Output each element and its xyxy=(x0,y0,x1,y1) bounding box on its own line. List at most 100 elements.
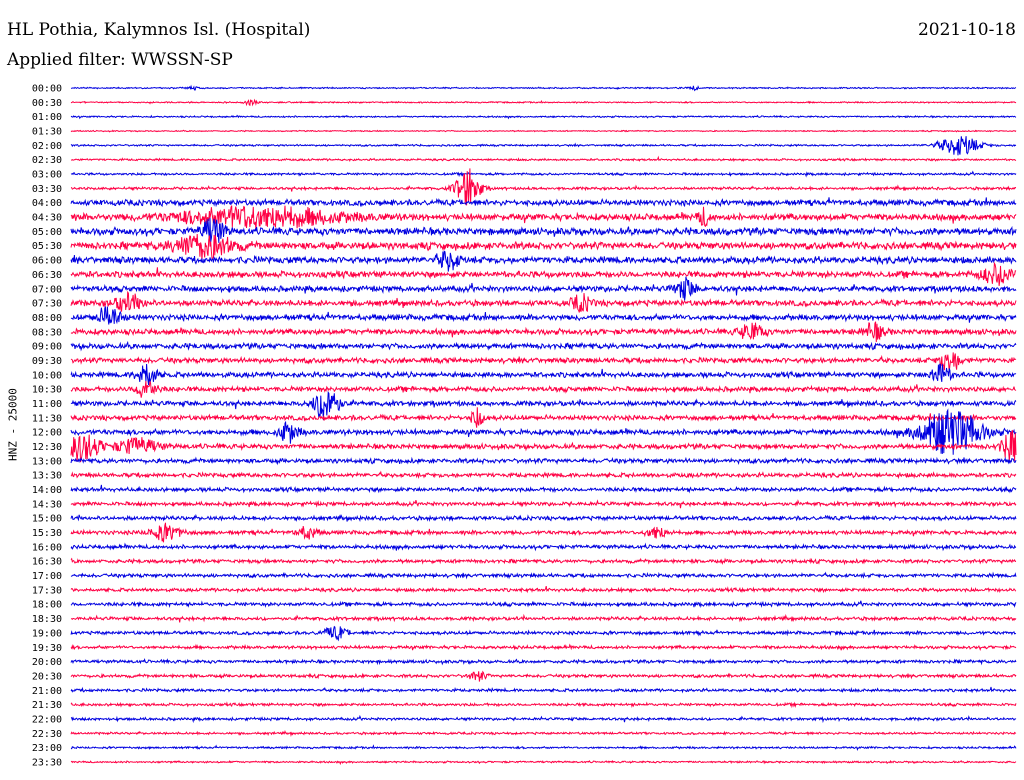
trace-line xyxy=(70,625,1017,642)
trace-line xyxy=(70,155,1017,163)
row-label: 07:00 xyxy=(32,284,62,295)
row-label: 05:00 xyxy=(32,227,62,238)
trace-line xyxy=(70,429,1017,463)
trace-line xyxy=(70,670,1017,682)
row-label: 12:30 xyxy=(32,442,62,453)
trace-line xyxy=(70,522,1017,543)
trace-line xyxy=(70,114,1017,120)
row-label: 16:00 xyxy=(32,542,62,553)
trace-line xyxy=(70,340,1017,352)
seismic-traces xyxy=(70,84,1017,766)
row-label: 20:00 xyxy=(32,657,62,668)
trace-line xyxy=(70,129,1017,133)
trace-line xyxy=(70,686,1017,694)
row-label: 17:30 xyxy=(32,585,62,596)
trace-line xyxy=(70,714,1017,724)
row-label: 15:30 xyxy=(32,528,62,539)
trace-line xyxy=(70,197,1017,208)
trace-line xyxy=(70,499,1017,509)
row-label: 14:30 xyxy=(32,499,62,510)
row-label: 12:00 xyxy=(32,428,62,439)
row-label: 16:30 xyxy=(32,557,62,568)
trace-line xyxy=(70,217,1017,243)
trace-line xyxy=(70,381,1017,398)
record-date: 2021-10-18 xyxy=(917,20,1016,40)
trace-line xyxy=(70,613,1017,623)
row-label: 19:00 xyxy=(32,628,62,639)
trace-line xyxy=(70,233,1017,261)
row-label: 11:30 xyxy=(32,413,62,424)
row-label: 14:00 xyxy=(32,485,62,496)
row-label: 13:00 xyxy=(32,456,62,467)
trace-line xyxy=(70,290,1017,313)
row-label: 09:30 xyxy=(32,356,62,367)
row-label: 03:30 xyxy=(32,184,62,195)
trace-line xyxy=(70,170,1017,178)
trace-line xyxy=(70,168,1017,206)
trace-line xyxy=(70,98,1017,107)
trace-line xyxy=(70,744,1017,752)
row-label: 01:00 xyxy=(32,112,62,123)
row-label: 02:30 xyxy=(32,155,62,166)
trace-line xyxy=(70,470,1017,480)
row-time-labels: 00:00 00:30 01:00 01:30 02:00 02:30 03:00 03:30… xyxy=(32,84,62,769)
row-label: 00:00 xyxy=(32,84,62,95)
row-label: 21:00 xyxy=(32,686,62,697)
trace-line xyxy=(70,729,1017,737)
row-label: 13:30 xyxy=(32,471,62,482)
row-label: 09:00 xyxy=(32,342,62,353)
row-label: 21:30 xyxy=(32,700,62,711)
trace-line xyxy=(70,363,1017,386)
row-label: 10:00 xyxy=(32,370,62,381)
trace-line xyxy=(70,352,1017,373)
trace-line xyxy=(70,585,1017,594)
row-label: 01:30 xyxy=(32,127,62,138)
row-label: 06:30 xyxy=(32,270,62,281)
row-label: 02:00 xyxy=(32,141,62,152)
row-label: 03:00 xyxy=(32,170,62,181)
station-title: HL Pothia, Kalymnos Isl. (Hospital) xyxy=(7,20,311,40)
trace-line xyxy=(70,306,1017,325)
row-label: 04:00 xyxy=(32,198,62,209)
trace-line xyxy=(70,658,1017,666)
row-label: 19:30 xyxy=(32,643,62,654)
trace-line xyxy=(70,250,1017,272)
row-label: 04:30 xyxy=(32,213,62,224)
trace-line xyxy=(70,759,1017,766)
trace-line xyxy=(70,261,1017,286)
trace-line xyxy=(70,600,1017,609)
row-label: 07:30 xyxy=(32,299,62,310)
trace-line xyxy=(70,84,1017,92)
trace-line xyxy=(70,390,1017,421)
trace-line xyxy=(70,407,1017,428)
row-label: 17:00 xyxy=(32,571,62,582)
applied-filter-label: Applied filter: WWSSN-SP xyxy=(7,50,233,70)
row-label: 00:30 xyxy=(32,98,62,109)
row-label: 22:30 xyxy=(32,729,62,740)
row-label: 22:00 xyxy=(32,714,62,725)
row-label: 18:00 xyxy=(32,600,62,611)
trace-line xyxy=(70,136,1017,156)
trace-line xyxy=(70,513,1017,523)
trace-line xyxy=(70,701,1017,709)
trace-line xyxy=(70,321,1017,343)
trace-line xyxy=(70,557,1017,566)
row-label: 20:30 xyxy=(32,671,62,682)
trace-line xyxy=(70,484,1017,494)
row-label: 23:00 xyxy=(32,743,62,754)
trace-line xyxy=(70,408,1017,455)
row-label: 23:30 xyxy=(32,757,62,768)
row-label: 10:30 xyxy=(32,385,62,396)
trace-line xyxy=(70,571,1017,580)
row-label: 08:30 xyxy=(32,327,62,338)
trace-line xyxy=(70,542,1017,552)
row-label: 18:30 xyxy=(32,614,62,625)
row-label: 06:00 xyxy=(32,256,62,267)
trace-line xyxy=(70,276,1017,301)
row-label: 05:30 xyxy=(32,241,62,252)
trace-line xyxy=(70,643,1017,651)
row-label: 11:00 xyxy=(32,399,62,410)
row-label: 15:00 xyxy=(32,514,62,525)
trace-line xyxy=(70,456,1017,466)
